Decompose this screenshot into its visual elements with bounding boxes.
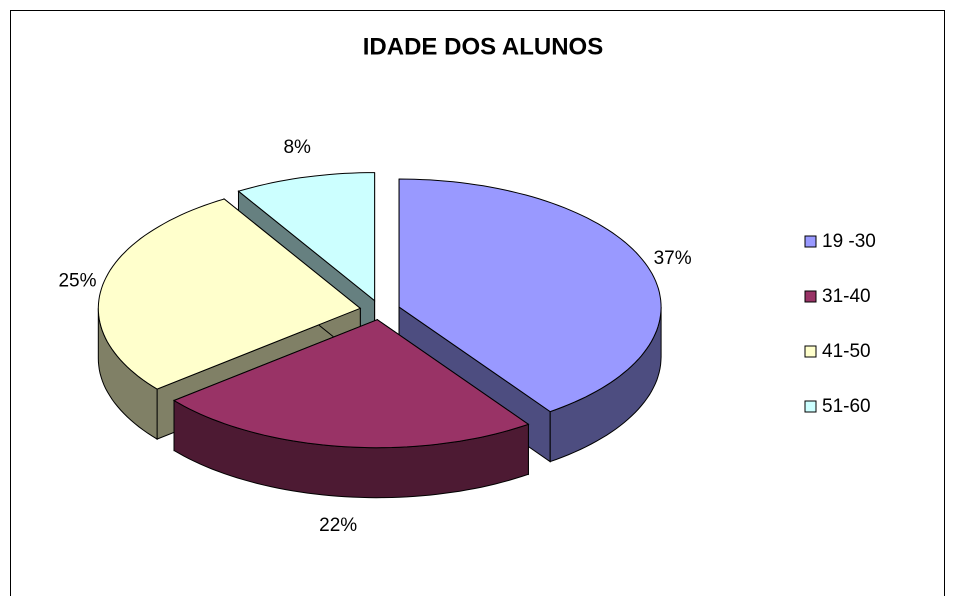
legend-swatch <box>804 400 817 413</box>
slice <box>172 319 530 449</box>
data-label: 25% <box>58 270 96 291</box>
slice <box>237 172 376 302</box>
legend-swatch <box>804 235 817 248</box>
slice <box>398 178 662 413</box>
legend-swatch <box>804 290 817 303</box>
data-label: 37% <box>654 248 692 269</box>
slice <box>97 198 362 390</box>
data-label: 8% <box>283 137 311 158</box>
legend-swatch <box>804 345 817 358</box>
chart-title: IDADE DOS ALUNOS <box>363 33 603 60</box>
legend-label: 51-60 <box>822 396 871 417</box>
legend-label: 41-50 <box>822 341 871 362</box>
legend-label: 19 -30 <box>822 231 876 252</box>
legend-label: 31-40 <box>822 286 871 307</box>
data-label: 22% <box>319 515 357 536</box>
